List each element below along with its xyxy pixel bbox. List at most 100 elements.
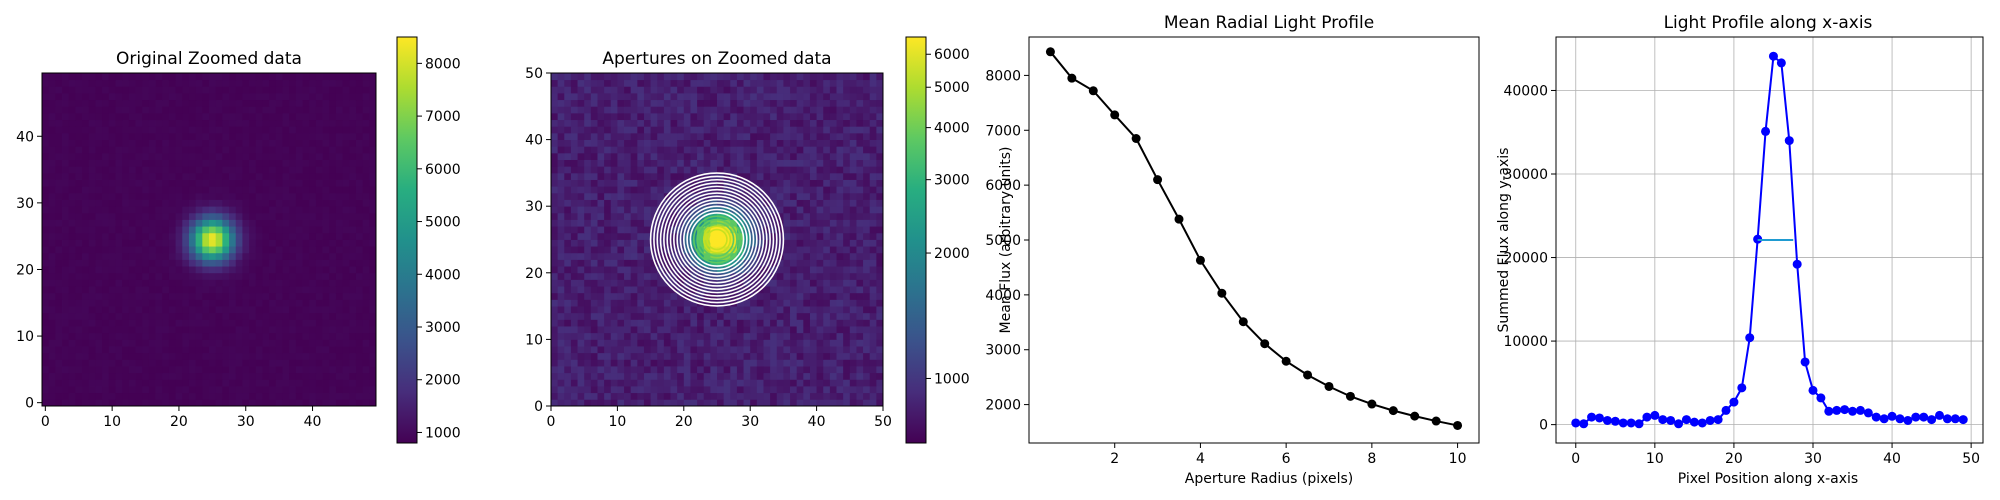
heatmap-cell [342,212,350,220]
heatmap-cell [162,152,170,160]
heatmap-cell [48,246,56,254]
heatmap-cell [329,139,337,147]
heatmap-cell [188,292,197,300]
heatmap-cell [315,132,323,140]
heatmap-cell [697,359,705,367]
heatmap-cell [195,379,203,387]
heatmap-cell [255,399,263,407]
heatmap-cell [108,239,116,247]
heatmap-cell [803,112,811,121]
heatmap-cell [162,306,170,314]
heatmap-cell [790,319,798,327]
heatmap-cell [836,219,844,227]
heatmap-cell [302,339,310,347]
heatmap-cell [770,292,778,300]
heatmap-cell [249,73,257,81]
heatmap-cell [557,219,565,227]
heatmap-cell [335,266,343,274]
heatmap-cell [703,392,711,400]
heatmap-cell [229,206,237,214]
heatmap-cell [637,372,645,380]
heatmap-cell [229,132,237,140]
heatmap-cell [235,332,243,340]
heatmap-cell [577,139,585,147]
heatmap-cell [162,132,170,140]
heatmap-cell [690,392,698,400]
heatmap-cell [128,319,136,327]
heatmap-cell [637,346,645,354]
heatmap-cell [617,126,625,134]
heatmap-cell [790,259,798,267]
heatmap-cell [743,106,751,114]
heatmap-cell [564,112,572,121]
heatmap-cell [235,372,243,380]
heatmap-cell [75,292,83,300]
heatmap-cell [315,166,323,174]
heatmap-cell [604,239,612,247]
heatmap-cell [202,232,210,240]
heatmap-cell [869,166,877,174]
heatmap-cell [355,112,364,121]
heatmap-cell [88,326,96,334]
heatmap-cell [75,159,83,167]
heatmap-cell [690,79,698,87]
heatmap-cell [876,332,884,340]
heatmap-cell [75,179,83,187]
heatmap-cell [249,219,257,227]
heatmap-cell [175,319,183,327]
heatmap-cell [717,339,725,347]
heatmap-cell [255,326,263,334]
heatmap-cell [175,306,183,314]
heatmap-cell [604,292,612,300]
heatmap-cell [162,186,170,194]
heatmap-cell [329,306,337,314]
heatmap-cell [630,199,638,207]
heatmap-cell [730,326,738,334]
heatmap-cell [750,372,758,380]
heatmap-cell [624,86,632,94]
heatmap-cell [242,206,250,214]
heatmap-cell [809,379,817,387]
heatmap-cell [590,152,598,160]
heatmap-cell [604,172,612,180]
heatmap-cell [349,386,357,394]
heatmap-cell [322,212,330,220]
heatmap-cell [823,172,831,180]
heatmap-cell [102,92,110,101]
heatmap-cell [743,392,751,400]
heatmap-cell [282,172,290,180]
heatmap-cell [168,392,176,400]
heatmap-cell [315,306,323,314]
heatmap-cell [88,186,96,194]
heatmap-cell [155,326,163,334]
heatmap-cell [809,139,817,147]
heatmap-cell [362,346,370,354]
heatmap-cell [730,146,738,154]
heatmap-cell [262,79,270,87]
heatmap-cell [315,146,323,154]
heatmap-cell [75,299,83,307]
heatmap-cell [182,246,190,254]
heatmap-cell [763,359,771,367]
heatmap-cell [188,372,197,380]
heatmap-cell [776,219,784,227]
heatmap-cell [710,379,718,387]
heatmap-cell [222,199,230,207]
heatmap-cell [128,259,136,267]
heatmap-cell [335,232,343,240]
heatmap-cell [168,326,176,334]
heatmap-cell [108,266,116,274]
heatmap-cell [349,392,357,400]
heatmap-cell [135,326,143,334]
heatmap-cell [88,159,96,167]
heatmap-cell [229,279,237,287]
heatmap-cell [369,346,377,354]
heatmap-cell [269,399,277,407]
heatmap-cell [275,166,283,174]
heatmap-cell [329,366,337,374]
heatmap-cell [235,192,243,200]
heatmap-cell [282,399,290,407]
heatmap-cell [75,73,83,81]
heatmap-cell [770,86,778,94]
heatmap-cell [717,306,725,314]
